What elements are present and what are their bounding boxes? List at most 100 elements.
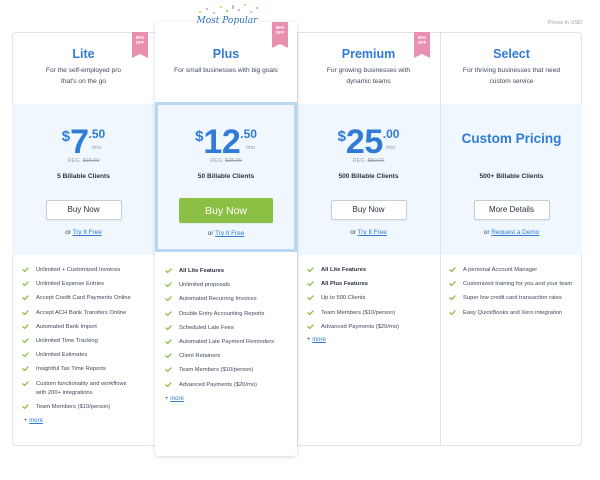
buy-now-button[interactable]: Buy Now — [179, 198, 273, 223]
price-cents: .50 — [240, 127, 257, 141]
more-details-button[interactable]: More Details — [473, 200, 550, 220]
feature-list: A personal Account Manager Customized tr… — [449, 266, 579, 323]
feature-item: Accept ACH Bank Transfers Online — [22, 309, 150, 318]
price-cents: .00 — [382, 127, 400, 141]
billable-clients: 50 Billable Clients — [197, 173, 255, 180]
check-icon — [449, 281, 456, 287]
request-demo-link[interactable]: Request a Demo — [491, 229, 540, 236]
check-icon — [22, 281, 29, 287]
feature-item: All Plus Features — [307, 280, 435, 289]
plan-description: For small businesses with big goals — [174, 67, 278, 74]
feature-item: Unlimited Expense Entries — [22, 280, 150, 289]
check-icon — [165, 310, 172, 316]
check-icon — [307, 323, 314, 329]
custom-pricing: Custom Pricing — [461, 131, 562, 146]
more-line: + more — [307, 337, 326, 343]
feature-item: Unlimited + Customized Invoices — [22, 266, 150, 275]
plan-description: For the self-employed pro that's on the … — [45, 67, 122, 85]
try-it-free-link[interactable]: Try It Free — [215, 230, 245, 237]
feature-item: Team Members ($10/person) — [22, 403, 150, 412]
price-whole: 25 — [345, 123, 383, 161]
plan-name: Plus — [212, 47, 240, 61]
more-line: + more — [24, 418, 43, 424]
check-icon — [165, 339, 172, 344]
currency-symbol: $ — [195, 128, 204, 145]
feature-list: Unlimited + Customized Invoices Unlimite… — [22, 266, 150, 417]
plan-description: For thriving businesses that need custom… — [462, 67, 561, 85]
check-icon — [22, 309, 29, 315]
try-free-line: or Try It Free — [350, 229, 387, 236]
feature-item: Automated Bank Import — [22, 323, 150, 332]
discount-ribbon: 50% OFF — [272, 22, 288, 48]
check-icon — [307, 309, 314, 315]
check-icon — [22, 338, 29, 343]
more-link[interactable]: more — [29, 418, 43, 424]
feature-item: Double Entry Accounting Reports — [165, 310, 293, 319]
check-icon — [22, 352, 29, 358]
buy-now-button[interactable]: Buy Now — [330, 200, 407, 220]
billable-clients: 500 Billable Clients — [338, 173, 399, 180]
try-it-free-link[interactable]: Try It Free — [357, 229, 387, 236]
plan-price: $25.00 /mo — [297, 125, 440, 159]
regular-price: REG. $15.00 — [67, 158, 100, 164]
feature-item: All Lite Features — [165, 267, 293, 276]
check-icon — [449, 267, 456, 272]
check-icon — [165, 381, 172, 387]
column-divider — [297, 32, 298, 446]
feature-item: Easy QuickBooks and Xero integration — [449, 309, 579, 318]
discount-ribbon: 50% OFF — [414, 32, 430, 58]
feature-item: Custom functionality and workflows with … — [22, 380, 150, 398]
more-line: + more — [165, 396, 184, 402]
feature-item: Scheduled Late Fees — [165, 324, 293, 333]
price-whole: 12 — [203, 123, 241, 161]
feature-list: All Lite Features All Plus Features Up t… — [307, 266, 435, 337]
plan-price: $7.50 /mo — [12, 125, 155, 159]
feature-item: Super low credit card transaction rates — [449, 294, 579, 303]
regular-price: REG. $50.00 — [352, 158, 385, 164]
plan-plus: 50% OFF Plus For small businesses with b… — [155, 22, 297, 456]
request-demo-line: or Request a Demo — [483, 229, 540, 236]
check-icon — [165, 268, 172, 273]
plan-select: Select For thriving businesses that need… — [440, 32, 583, 446]
more-link[interactable]: more — [170, 396, 184, 402]
feature-item: Accept Credit Card Payments Online — [22, 294, 150, 303]
currency-symbol: $ — [337, 128, 346, 145]
feature-item: Unlimited Time Tracking — [22, 337, 150, 346]
check-icon — [307, 281, 314, 287]
check-icon — [307, 267, 314, 272]
per-month: /mo — [246, 145, 256, 151]
buy-now-button[interactable]: Buy Now — [45, 200, 122, 220]
billable-clients: 500+ Billable Clients — [479, 173, 544, 180]
feature-item: All Lite Features — [307, 266, 435, 275]
feature-item: Unlimited proposals — [165, 281, 293, 290]
price-cents: .50 — [88, 127, 106, 141]
feature-item: A personal Account Manager — [449, 266, 579, 275]
check-icon — [22, 267, 29, 272]
feature-item: Client Retainers — [165, 352, 293, 361]
prices-note: Prices in USD — [547, 20, 582, 26]
currency-symbol: $ — [61, 128, 71, 145]
feature-item: Insightful Tax Time Reports — [22, 365, 150, 374]
feature-item: Advanced Payments ($20/mo) — [307, 323, 435, 332]
check-icon — [22, 380, 29, 386]
more-link[interactable]: more — [312, 337, 326, 343]
try-free-line: or Try It Free — [207, 230, 245, 237]
try-it-free-link[interactable]: Try It Free — [72, 229, 102, 236]
plus-price-highlight — [155, 102, 297, 252]
check-icon — [22, 323, 29, 329]
feature-item: Unlimited Estimates — [22, 351, 150, 360]
check-icon — [22, 403, 29, 409]
check-icon — [165, 296, 172, 302]
feature-item: Customized training for you and your tea… — [449, 280, 579, 289]
plan-name: Premium — [341, 47, 396, 61]
feature-item: Advanced Payments ($20/mo) — [165, 381, 293, 390]
check-icon — [449, 309, 456, 315]
per-month: /mo — [386, 145, 396, 151]
check-icon — [22, 366, 29, 372]
billable-clients: 5 Billable Clients — [57, 173, 110, 180]
check-icon — [165, 367, 172, 373]
plan-lite: 50% OFF Lite For the self-employed pro t… — [12, 32, 155, 446]
most-popular-badge: Most Popular — [185, 2, 271, 28]
feature-item: Team Members ($10/person) — [165, 366, 293, 375]
check-icon — [22, 295, 29, 301]
